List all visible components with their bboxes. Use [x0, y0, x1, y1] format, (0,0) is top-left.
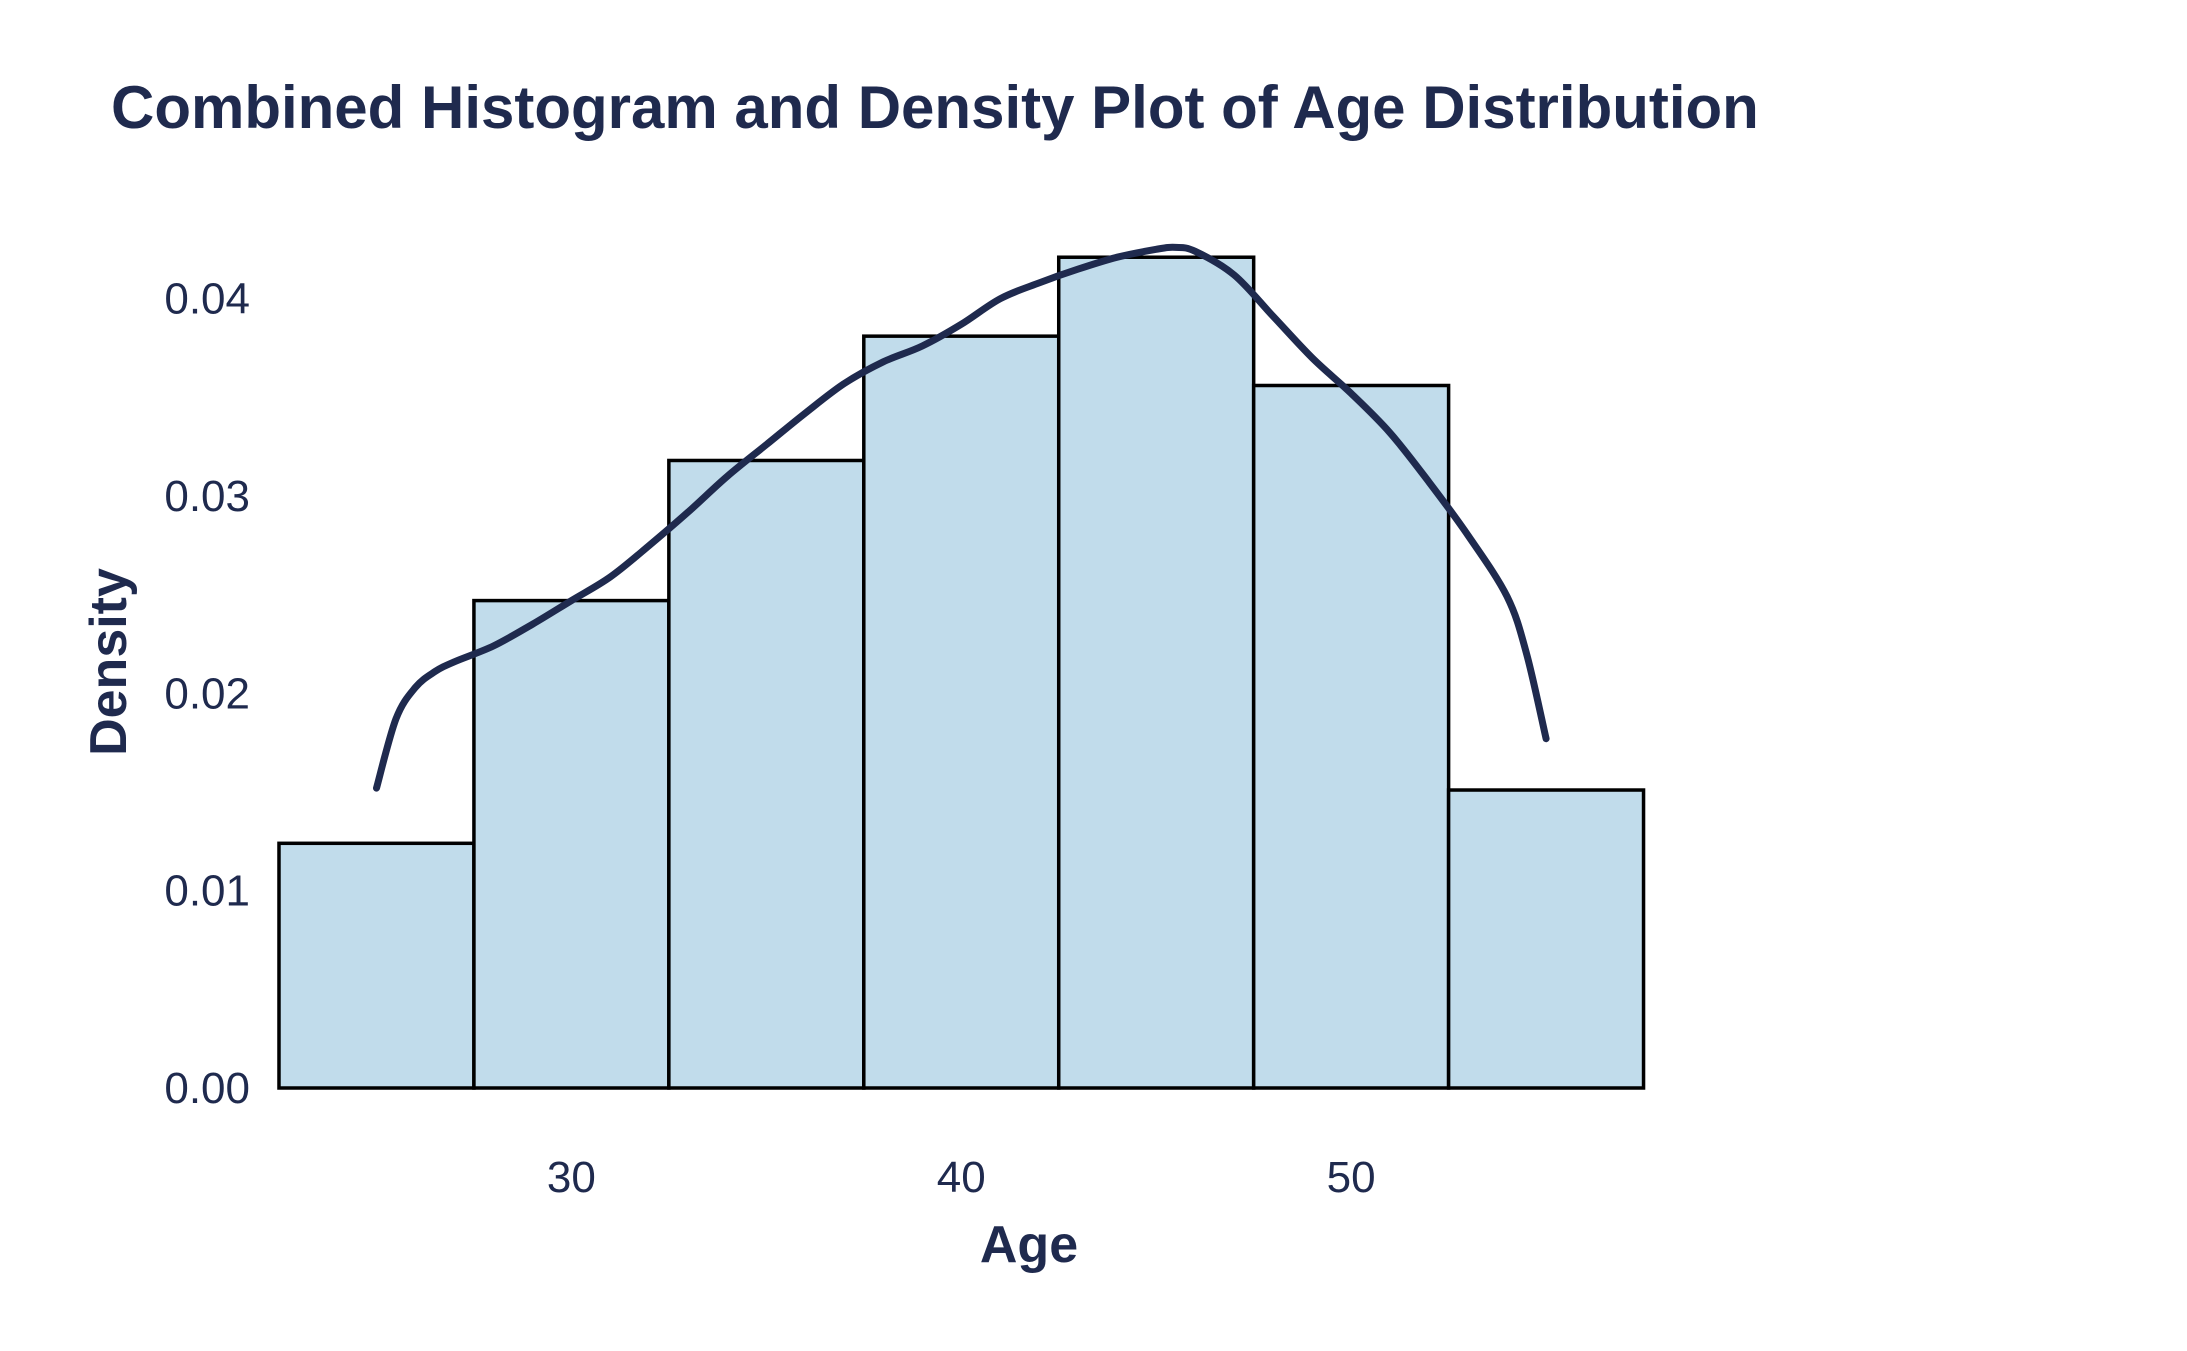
y-tick-label: 0.03 [164, 472, 250, 521]
histogram-bar-6 [1446, 788, 1646, 1090]
x-tick-label: 40 [937, 1153, 986, 1202]
x-axis-label: Age [980, 1216, 1078, 1274]
histogram-bar-2 [667, 458, 866, 1090]
x-tick-label: 30 [547, 1153, 596, 1202]
x-axis-ticks: 30 40 50 [547, 1153, 1376, 1202]
histogram-bars [277, 255, 1646, 1090]
y-tick-label: 0.04 [164, 275, 250, 324]
histogram-bar-4 [1056, 255, 1256, 1090]
histogram-bar-1 [472, 598, 671, 1090]
y-axis-label: Density [80, 568, 138, 756]
x-tick-label: 50 [1327, 1153, 1376, 1202]
histogram-bar-3 [862, 334, 1061, 1090]
chart-title: Combined Histogram and Density Plot of A… [111, 74, 1759, 141]
y-tick-label: 0.01 [164, 867, 250, 916]
density-curve [373, 243, 1550, 792]
histogram-bar-0 [277, 841, 476, 1090]
histogram-bar-5 [1251, 383, 1451, 1090]
y-axis-ticks: 0.00 0.01 0.02 0.03 0.04 [164, 275, 250, 1113]
y-tick-label: 0.00 [164, 1064, 250, 1113]
y-tick-label: 0.02 [164, 669, 250, 718]
